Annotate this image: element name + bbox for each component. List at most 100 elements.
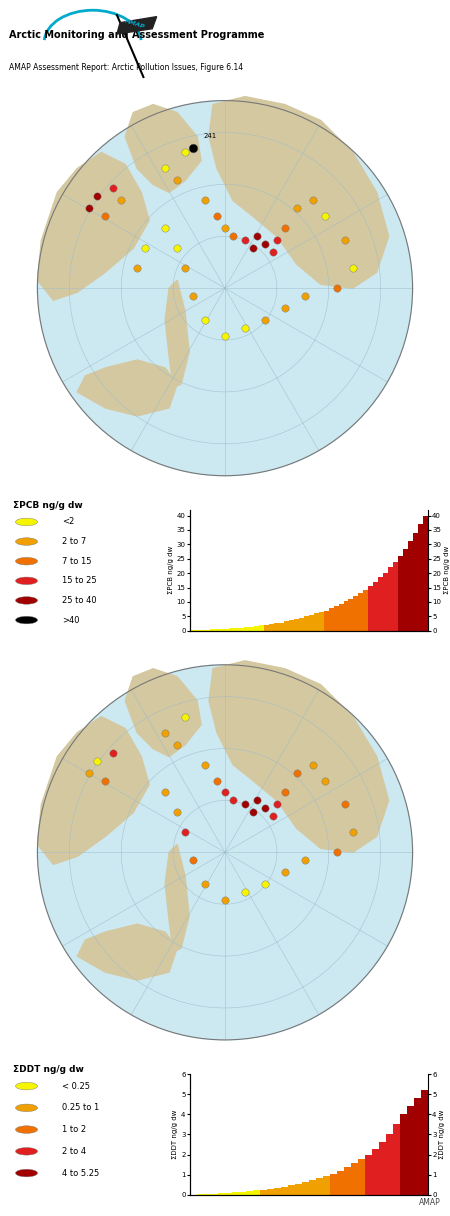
Bar <box>388 568 393 631</box>
Point <box>261 799 269 818</box>
Point <box>181 706 189 726</box>
Circle shape <box>15 597 38 604</box>
Polygon shape <box>209 96 389 288</box>
Bar <box>374 581 378 631</box>
Point <box>221 326 229 345</box>
Bar <box>274 1188 281 1195</box>
Point <box>230 790 237 810</box>
Point <box>162 722 169 742</box>
Bar <box>220 629 225 631</box>
Bar <box>414 1098 421 1195</box>
Point <box>349 259 356 278</box>
Point <box>221 783 229 803</box>
Text: 2 to 7: 2 to 7 <box>62 537 86 546</box>
Circle shape <box>15 1170 38 1177</box>
Point <box>181 823 189 843</box>
Point <box>202 191 209 210</box>
Point <box>86 198 93 218</box>
Point <box>221 890 229 910</box>
Bar <box>279 623 284 631</box>
Point <box>221 219 229 238</box>
Polygon shape <box>77 360 177 416</box>
Circle shape <box>15 1082 38 1090</box>
Circle shape <box>15 518 38 525</box>
Point <box>241 883 248 902</box>
Polygon shape <box>117 17 157 34</box>
Bar <box>338 604 343 631</box>
Point <box>102 771 109 790</box>
Bar <box>400 1114 407 1195</box>
Point <box>261 874 269 894</box>
Text: 15 to 25: 15 to 25 <box>62 576 96 585</box>
Point <box>230 226 237 246</box>
Point <box>142 238 149 258</box>
Bar <box>225 629 230 631</box>
Point <box>174 170 181 190</box>
Point <box>293 198 301 218</box>
Bar <box>309 615 314 631</box>
Bar <box>284 621 289 631</box>
Polygon shape <box>209 660 389 852</box>
Polygon shape <box>165 844 189 952</box>
Point <box>341 231 348 250</box>
Point <box>293 762 301 782</box>
Bar <box>413 533 418 631</box>
Polygon shape <box>165 280 189 388</box>
Text: Arctic Monitoring and Assessment Programme: Arctic Monitoring and Assessment Program… <box>9 29 264 40</box>
Text: 7 to 15: 7 to 15 <box>62 557 91 565</box>
Bar <box>264 625 269 631</box>
Point <box>174 238 181 258</box>
Bar <box>259 625 264 631</box>
Point <box>202 310 209 330</box>
Bar <box>324 610 328 631</box>
Polygon shape <box>77 924 177 980</box>
Point <box>301 287 308 306</box>
Bar <box>319 612 324 631</box>
Point <box>333 843 340 862</box>
Text: <2: <2 <box>62 518 74 527</box>
Point <box>301 850 308 869</box>
Text: ΣPCB ng/g dw: ΣPCB ng/g dw <box>14 501 83 510</box>
Text: ΣDDT ng/g dw: ΣDDT ng/g dw <box>14 1065 84 1074</box>
Bar <box>323 1176 330 1195</box>
Bar <box>234 627 239 631</box>
Bar <box>337 1171 344 1195</box>
Point <box>174 734 181 754</box>
Point <box>241 319 248 338</box>
Y-axis label: ΣDDT ng/g dw: ΣDDT ng/g dw <box>439 1110 446 1159</box>
Point <box>86 762 93 782</box>
Bar <box>309 1180 316 1195</box>
Bar <box>295 1183 302 1195</box>
Point <box>261 235 269 254</box>
Bar <box>372 1149 379 1195</box>
Circle shape <box>15 1104 38 1111</box>
Bar <box>289 620 294 631</box>
Text: 1 to 2: 1 to 2 <box>62 1125 86 1135</box>
Point <box>309 755 316 775</box>
Point <box>269 806 276 826</box>
Point <box>181 142 189 162</box>
Bar <box>253 1190 260 1195</box>
Text: 4 to 5.25: 4 to 5.25 <box>62 1169 99 1177</box>
Point <box>349 823 356 843</box>
Bar <box>343 602 348 631</box>
Bar <box>353 596 358 631</box>
Bar <box>230 629 234 631</box>
Bar <box>218 1193 225 1195</box>
Bar <box>418 524 423 631</box>
Bar <box>302 1182 309 1195</box>
Circle shape <box>37 101 413 475</box>
Text: >40: >40 <box>62 615 79 625</box>
Circle shape <box>15 578 38 585</box>
Circle shape <box>15 537 38 545</box>
Bar <box>225 1193 232 1195</box>
Bar <box>294 619 299 631</box>
Point <box>94 186 101 206</box>
Bar <box>314 613 319 631</box>
Point <box>253 226 261 246</box>
Point <box>213 771 220 790</box>
Text: 0.25 to 1: 0.25 to 1 <box>62 1103 99 1113</box>
Point <box>110 743 117 762</box>
Bar <box>269 624 274 631</box>
Polygon shape <box>37 152 149 300</box>
